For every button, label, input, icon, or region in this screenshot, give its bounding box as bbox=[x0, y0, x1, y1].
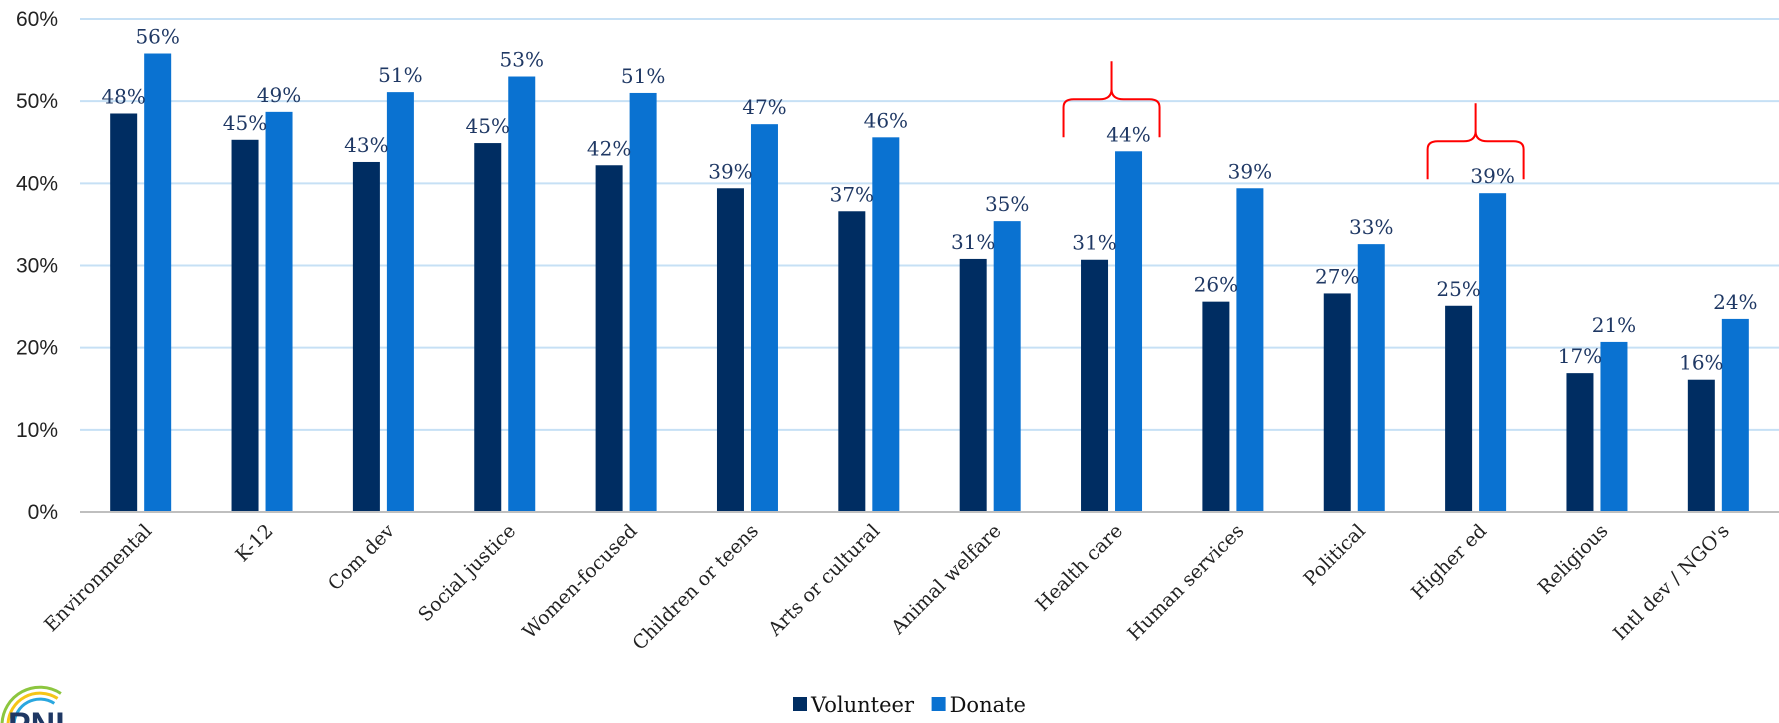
data-label-donate: 39% bbox=[1228, 159, 1272, 183]
bar-volunteer bbox=[474, 143, 502, 513]
data-label-volunteer: 31% bbox=[1072, 231, 1116, 255]
category-label: Women-focused bbox=[519, 520, 642, 643]
data-label-volunteer: 16% bbox=[1679, 351, 1723, 375]
data-label-donate: 47% bbox=[742, 95, 786, 119]
category-label: Intl dev / NGO's bbox=[1609, 520, 1734, 645]
legend-swatch-volunteer bbox=[793, 697, 807, 711]
logo-text: PNI bbox=[8, 706, 65, 723]
y-tick-label: 10% bbox=[16, 419, 58, 442]
y-tick-label: 50% bbox=[16, 90, 58, 113]
data-label-volunteer: 26% bbox=[1194, 273, 1238, 297]
category-label: Social justice bbox=[414, 520, 520, 626]
data-label-donate: 24% bbox=[1713, 290, 1757, 314]
bar-volunteer bbox=[1323, 293, 1351, 512]
category-label: Arts or cultural bbox=[763, 520, 884, 641]
data-label-donate: 53% bbox=[500, 48, 544, 72]
data-label-donate: 56% bbox=[135, 25, 179, 49]
data-label-donate: 51% bbox=[621, 64, 665, 88]
brace-annotation bbox=[1426, 103, 1525, 180]
bar-volunteer bbox=[838, 211, 866, 512]
data-label-volunteer: 39% bbox=[708, 159, 752, 183]
data-label-volunteer: 27% bbox=[1315, 264, 1359, 288]
bar-donate bbox=[750, 124, 778, 512]
logo-arc bbox=[6, 691, 59, 723]
data-label-volunteer: 43% bbox=[344, 133, 388, 157]
category-label: Religious bbox=[1534, 520, 1613, 599]
bar-volunteer bbox=[1445, 305, 1473, 512]
pni-logo: PNI bbox=[0, 685, 65, 723]
x-axis: Environmental K-12 Com dev Social justiceWo… bbox=[40, 511, 1779, 655]
category-label: Higher ed bbox=[1407, 520, 1491, 604]
category-label: Environmental bbox=[40, 520, 156, 636]
bar-donate bbox=[144, 53, 172, 512]
category-label: Com dev bbox=[324, 520, 399, 595]
annotations bbox=[1062, 61, 1525, 180]
data-label-donate: 35% bbox=[985, 192, 1029, 216]
y-tick-label: 60% bbox=[16, 8, 58, 31]
data-label-volunteer: 25% bbox=[1436, 277, 1480, 301]
bar-volunteer bbox=[352, 161, 380, 512]
y-tick-label: 40% bbox=[16, 172, 58, 195]
data-label-volunteer: 31% bbox=[951, 230, 995, 254]
bar-donate bbox=[629, 92, 657, 512]
legend-label-volunteer: Volunteer bbox=[810, 693, 915, 717]
data-label-volunteer: 45% bbox=[223, 111, 267, 135]
y-axis: 0% 10% 20% 30% 40% 50% 60% bbox=[16, 8, 58, 524]
bar-donate bbox=[1479, 193, 1507, 512]
brace-annotation bbox=[1062, 61, 1161, 138]
legend: Volunteer Donate bbox=[793, 693, 1026, 717]
data-label-donate: 51% bbox=[378, 63, 422, 87]
bar-donate bbox=[1236, 188, 1264, 512]
logo-arc bbox=[0, 685, 62, 723]
legend-label-donate: Donate bbox=[950, 693, 1026, 717]
data-label-donate: 21% bbox=[1592, 313, 1636, 337]
bar-donate bbox=[1600, 341, 1628, 512]
bar-volunteer bbox=[231, 139, 259, 512]
bar-volunteer bbox=[595, 165, 623, 513]
y-tick-label: 0% bbox=[28, 501, 58, 524]
data-label-donate: 44% bbox=[1106, 122, 1150, 146]
data-label-donate: 33% bbox=[1349, 215, 1393, 239]
bar-volunteer bbox=[1081, 259, 1109, 512]
y-tick-label: 30% bbox=[16, 255, 58, 278]
bar-volunteer bbox=[1687, 379, 1715, 512]
bar-volunteer bbox=[110, 113, 138, 512]
bars bbox=[110, 53, 1749, 513]
bar-donate bbox=[993, 221, 1021, 512]
category-label: Human services bbox=[1123, 520, 1248, 645]
bar-donate bbox=[508, 76, 536, 513]
bar-donate bbox=[1357, 244, 1385, 513]
bar-volunteer bbox=[716, 188, 744, 512]
category-label: K-12 bbox=[231, 520, 277, 566]
data-label-volunteer: 17% bbox=[1558, 344, 1602, 368]
data-label-donate: 49% bbox=[257, 83, 301, 107]
y-tick-label: 20% bbox=[16, 337, 58, 360]
data-label-donate: 46% bbox=[864, 108, 908, 132]
bar-volunteer bbox=[1566, 373, 1594, 512]
gridlines bbox=[80, 18, 1779, 431]
data-label-volunteer: 45% bbox=[466, 114, 510, 138]
bar-donate bbox=[872, 137, 900, 512]
data-label-volunteer: 37% bbox=[830, 182, 874, 206]
data-label-donate: 39% bbox=[1470, 164, 1514, 188]
bar-donate bbox=[265, 111, 293, 513]
bar-donate bbox=[386, 92, 414, 513]
bar-donate bbox=[1115, 151, 1143, 512]
category-label: Political bbox=[1300, 520, 1370, 590]
data-labels: 48% 56% 45% 49% 43% 51% 45% 53% 42% 51% 39% 47% 37% 4… bbox=[101, 25, 1757, 375]
category-label: Animal welfare bbox=[886, 520, 1005, 639]
legend-swatch-donate bbox=[931, 697, 946, 711]
bar-volunteer bbox=[1202, 301, 1230, 512]
bar-donate bbox=[1721, 318, 1749, 512]
category-label: Children or teens bbox=[628, 520, 763, 655]
category-label: Health care bbox=[1031, 520, 1127, 616]
bar-volunteer bbox=[959, 258, 987, 512]
data-label-volunteer: 42% bbox=[587, 136, 631, 160]
logo-arc bbox=[12, 697, 56, 723]
data-label-volunteer: 48% bbox=[101, 84, 145, 108]
